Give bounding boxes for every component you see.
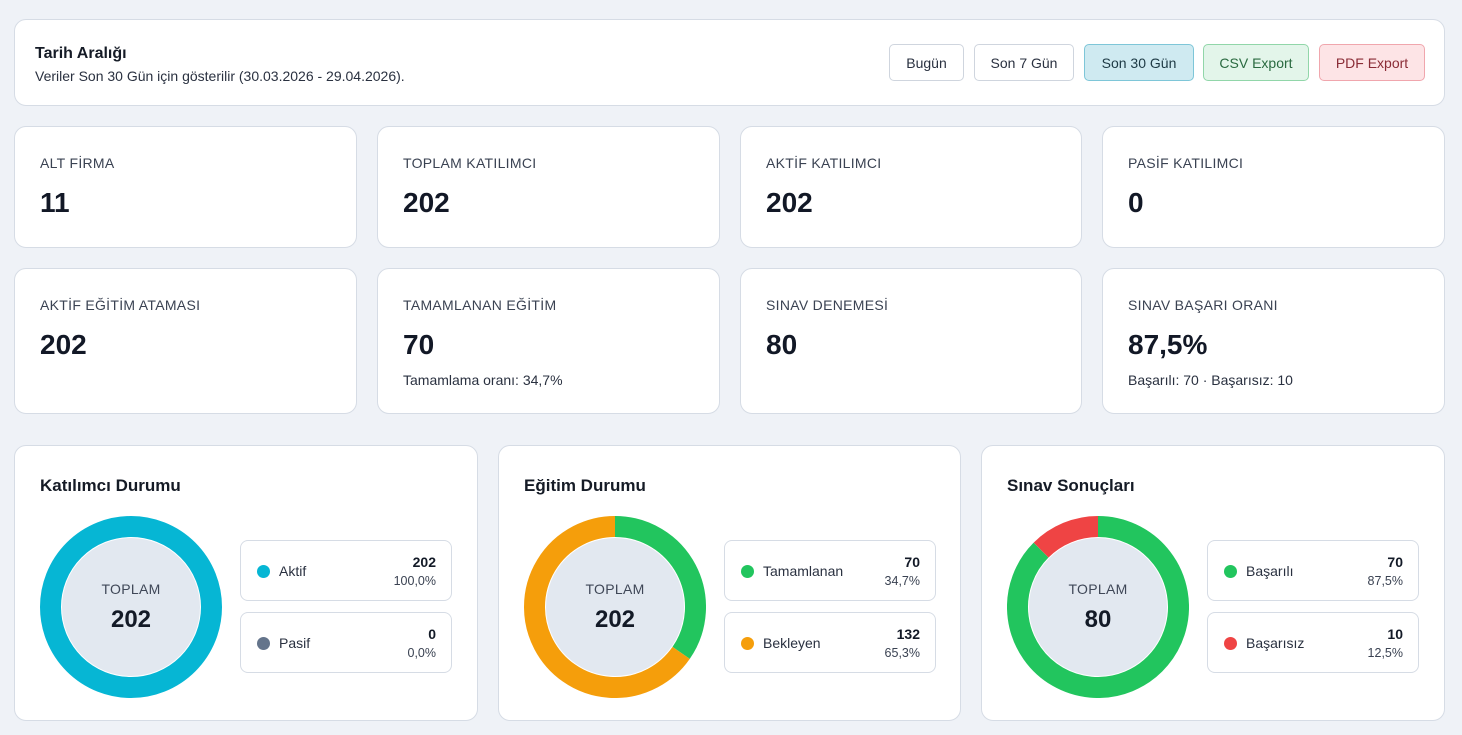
- stat-card-total-participants: TOPLAM KATILIMCI 202: [377, 126, 720, 248]
- last-30-days-button[interactable]: Son 30 Gün: [1084, 44, 1194, 81]
- legend-dot: [1224, 565, 1237, 578]
- legend-name: Başarılı: [1246, 563, 1294, 579]
- participant-status-donut-chart: TOPLAM 202: [40, 516, 222, 698]
- stat-value: 202: [40, 329, 87, 360]
- legend-value: 132: [896, 626, 920, 642]
- stat-card-passive-participants: PASİF KATILIMCI 0: [1102, 126, 1445, 248]
- stat-label: AKTİF EĞİTİM ATAMASI: [40, 297, 201, 313]
- legend-value: 70: [1387, 554, 1403, 570]
- stat-label: AKTİF KATILIMCI: [766, 155, 882, 171]
- stat-value: 87,5%: [1128, 329, 1208, 360]
- legend-dot: [741, 565, 754, 578]
- stat-card-active-training-assignments: AKTİF EĞİTİM ATAMASI 202: [14, 268, 357, 414]
- pdf-export-button[interactable]: PDF Export: [1319, 44, 1425, 81]
- last-7-days-button[interactable]: Son 7 Gün: [974, 44, 1074, 81]
- legend-value: 10: [1387, 626, 1403, 642]
- stat-value: 0: [1128, 187, 1144, 218]
- donut-center-label: TOPLAM: [101, 581, 160, 597]
- donut-segment-ba-ar-l-: [1007, 516, 1189, 698]
- stat-subtext: Başarılı: 70 · Başarısız: 10: [1128, 372, 1293, 388]
- legend-item-passed: Başarılı 70 87,5%: [1207, 540, 1419, 601]
- donut-center-label: TOPLAM: [1068, 581, 1127, 597]
- legend-name: Pasif: [279, 635, 311, 651]
- csv-export-button[interactable]: CSV Export: [1203, 44, 1309, 81]
- legend-item-passive: Pasif 0 0,0%: [240, 612, 452, 673]
- legend-percent: 87,5%: [1367, 574, 1403, 588]
- donut-segment-aktif: [40, 516, 222, 698]
- stat-card-sub-companies: ALT FİRMA 11: [14, 126, 357, 248]
- legend-percent: 65,3%: [884, 646, 920, 660]
- legend-name: Tamamlanan: [763, 563, 844, 579]
- stat-value: 80: [766, 329, 798, 360]
- panel-title: Sınav Sonuçları: [1007, 476, 1135, 495]
- donut-segment-tamamlanan: [614, 516, 706, 659]
- legend-item-failed: Başarısız 10 12,5%: [1207, 612, 1419, 673]
- donut-center: [546, 538, 684, 676]
- stat-value: 11: [40, 187, 70, 218]
- training-status-panel: Eğitim Durumu TOPLAM 202 Tamamlanan 70 34…: [498, 445, 961, 721]
- donut-center-value: 202: [595, 606, 635, 633]
- stat-card-completed-trainings: TAMAMLANAN EĞİTİM 70 Tamamlama oranı: 34…: [377, 268, 720, 414]
- legend-percent: 34,7%: [884, 574, 920, 588]
- donut-center-label: TOPLAM: [585, 581, 644, 597]
- legend-percent: 12,5%: [1367, 646, 1403, 660]
- legend-value: 202: [412, 554, 436, 570]
- legend-item-active: Aktif 202 100,0%: [240, 540, 452, 601]
- stat-label: PASİF KATILIMCI: [1128, 155, 1244, 171]
- donut-segment-bekleyen: [524, 516, 690, 698]
- legend-item-completed: Tamamlanan 70 34,7%: [724, 540, 936, 601]
- legend-dot: [1224, 637, 1237, 650]
- stat-label: SINAV BAŞARI ORANI: [1128, 297, 1278, 313]
- donut-center: [62, 538, 200, 676]
- exam-results-donut-chart: TOPLAM 80: [1007, 516, 1189, 698]
- today-button[interactable]: Bugün: [889, 44, 964, 81]
- stat-subtext: Tamamlama oranı: 34,7%: [403, 372, 563, 388]
- panel-title: Katılımcı Durumu: [40, 476, 181, 495]
- legend-dot: [257, 637, 270, 650]
- donut-center-value: 80: [1085, 606, 1112, 633]
- donut-segment-ba-ar-s-z: [1033, 516, 1099, 558]
- donut-center: [1029, 538, 1167, 676]
- legend-value: 0: [428, 626, 436, 642]
- legend-name: Bekleyen: [763, 635, 821, 651]
- donut-center-value: 202: [111, 606, 151, 633]
- exam-results-panel: Sınav Sonuçları TOPLAM 80 Başarılı 70 87,…: [981, 445, 1445, 721]
- stat-label: SINAV DENEMESİ: [766, 297, 889, 313]
- legend-percent: 0,0%: [407, 646, 437, 660]
- date-range-card: Tarih Aralığı Veriler Son 30 Gün için gö…: [14, 19, 1445, 106]
- legend-name: Aktif: [279, 563, 307, 579]
- training-status-donut-chart: TOPLAM 202: [524, 516, 706, 698]
- panel-title: Eğitim Durumu: [524, 476, 646, 495]
- stat-value: 202: [766, 187, 813, 218]
- date-range-title: Tarih Aralığı: [35, 45, 127, 62]
- stat-value: 70: [403, 329, 435, 360]
- legend-name: Başarısız: [1246, 635, 1305, 651]
- legend-percent: 100,0%: [393, 574, 436, 588]
- stat-card-exam-success-rate: SINAV BAŞARI ORANI 87,5% Başarılı: 70 · …: [1102, 268, 1445, 414]
- stat-card-active-participants: AKTİF KATILIMCI 202: [740, 126, 1082, 248]
- stat-card-exam-attempts: SINAV DENEMESİ 80: [740, 268, 1082, 414]
- stat-value: 202: [403, 187, 450, 218]
- stat-label: TOPLAM KATILIMCI: [403, 155, 537, 171]
- legend-dot: [257, 565, 270, 578]
- participant-status-panel: Katılımcı Durumu TOPLAM 202 Aktif 202 100…: [14, 445, 478, 721]
- legend-value: 70: [904, 554, 920, 570]
- stat-label: TAMAMLANAN EĞİTİM: [403, 297, 557, 313]
- legend-item-pending: Bekleyen 132 65,3%: [724, 612, 936, 673]
- date-range-subtitle: Veriler Son 30 Gün için gösterilir (30.0…: [35, 68, 405, 84]
- stat-label: ALT FİRMA: [40, 155, 115, 171]
- legend-dot: [741, 637, 754, 650]
